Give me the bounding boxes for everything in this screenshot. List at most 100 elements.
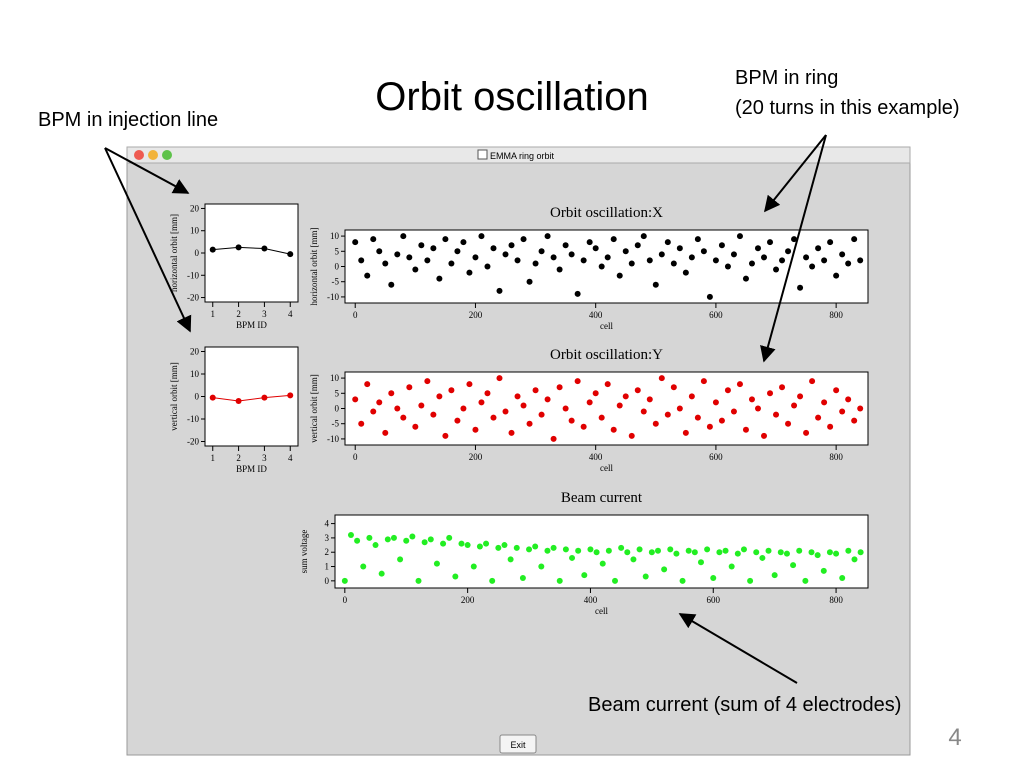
y-tick-label: 0 xyxy=(325,576,330,586)
data-point xyxy=(496,375,503,382)
data-point xyxy=(712,399,719,406)
data-point xyxy=(809,378,816,385)
data-point xyxy=(845,260,852,267)
data-point xyxy=(777,549,784,556)
data-point xyxy=(586,399,593,406)
y-tick-label: 5 xyxy=(335,388,340,398)
data-point xyxy=(550,435,557,442)
x-axis-label: BPM ID xyxy=(236,320,267,330)
data-point xyxy=(845,547,852,554)
y-tick-label: 0 xyxy=(195,392,200,402)
data-point xyxy=(754,405,761,412)
data-point xyxy=(430,245,437,252)
data-point xyxy=(797,393,804,400)
y-tick-label: 10 xyxy=(330,373,340,383)
data-point xyxy=(424,257,431,264)
data-point xyxy=(418,402,425,409)
data-point xyxy=(604,254,611,261)
data-point xyxy=(670,260,677,267)
data-point xyxy=(759,554,766,561)
data-point xyxy=(642,573,649,580)
data-point xyxy=(857,257,864,264)
data-point xyxy=(667,546,674,553)
y-axis-label: horizontal orbit [mm] xyxy=(309,228,319,306)
data-point xyxy=(658,375,665,382)
data-point xyxy=(519,574,526,581)
data-point xyxy=(372,542,379,549)
x-tick-label: 3 xyxy=(262,309,267,319)
data-point xyxy=(682,269,689,276)
data-point xyxy=(652,420,659,427)
data-point xyxy=(646,257,653,264)
data-point xyxy=(568,251,575,258)
data-point xyxy=(261,394,268,401)
data-point xyxy=(673,550,680,557)
x-tick-label: 0 xyxy=(343,595,348,605)
data-point xyxy=(415,577,422,584)
data-point xyxy=(820,567,827,574)
data-point xyxy=(634,242,641,249)
y-tick-label: -5 xyxy=(332,277,340,287)
data-point xyxy=(761,432,768,439)
data-point xyxy=(454,248,461,255)
data-point xyxy=(490,245,497,252)
data-point xyxy=(495,544,502,551)
data-point xyxy=(803,254,810,261)
data-point xyxy=(466,269,473,276)
data-point xyxy=(382,260,389,267)
data-point xyxy=(538,411,545,418)
y-tick-label: 20 xyxy=(190,203,200,213)
data-point xyxy=(761,254,768,261)
data-point xyxy=(851,236,858,243)
close-button[interactable] xyxy=(134,150,144,160)
data-point xyxy=(857,549,864,556)
data-point xyxy=(730,251,737,258)
data-point xyxy=(370,236,377,243)
data-point xyxy=(736,233,743,240)
y-tick-label: 0 xyxy=(335,262,340,272)
x-tick-label: 800 xyxy=(829,310,843,320)
annotation: BPM in injection line xyxy=(38,109,218,131)
minimize-button[interactable] xyxy=(148,150,158,160)
data-point xyxy=(808,549,815,556)
data-point xyxy=(716,549,723,556)
x-tick-label: 2 xyxy=(236,309,241,319)
page-number: 4 xyxy=(948,724,961,751)
data-point xyxy=(452,573,459,580)
data-point xyxy=(562,405,569,412)
data-point xyxy=(790,562,797,569)
data-point xyxy=(605,547,612,554)
data-point xyxy=(412,266,419,273)
x-tick-label: 400 xyxy=(584,595,598,605)
exit-button[interactable] xyxy=(499,734,537,754)
data-point xyxy=(287,392,294,399)
data-point xyxy=(640,233,647,240)
data-point xyxy=(622,393,629,400)
data-point xyxy=(446,534,453,541)
data-point xyxy=(478,399,485,406)
data-point xyxy=(791,236,798,243)
data-point xyxy=(753,549,760,556)
annotation: Beam current (sum of 4 electrodes) xyxy=(588,694,901,716)
data-point xyxy=(538,248,545,255)
data-point xyxy=(610,236,617,243)
data-point xyxy=(851,556,858,563)
data-point xyxy=(532,387,539,394)
data-line xyxy=(212,394,291,402)
data-point xyxy=(352,239,359,246)
data-point xyxy=(235,244,242,251)
data-point xyxy=(472,254,479,261)
data-point xyxy=(436,275,443,282)
data-point xyxy=(556,384,563,391)
data-point xyxy=(646,396,653,403)
y-tick-label: -10 xyxy=(327,292,339,302)
data-point xyxy=(618,544,625,551)
data-point xyxy=(815,245,822,252)
data-point xyxy=(694,414,701,421)
data-point xyxy=(507,556,514,563)
x-icon xyxy=(477,149,488,160)
plot-area xyxy=(344,229,869,304)
data-point xyxy=(388,281,395,288)
zoom-button[interactable] xyxy=(162,150,172,160)
